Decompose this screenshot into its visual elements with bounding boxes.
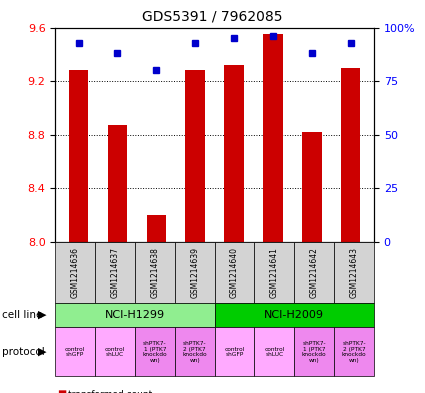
Text: shPTK7-
1 (PTK7
knockdo
wn): shPTK7- 1 (PTK7 knockdo wn) — [302, 341, 326, 363]
Text: NCI-H1299: NCI-H1299 — [105, 310, 165, 320]
Text: GSM1214640: GSM1214640 — [230, 247, 239, 298]
Text: protocol: protocol — [2, 347, 45, 357]
Text: shPTK7-
2 (PTK7
knockdo
wn): shPTK7- 2 (PTK7 knockdo wn) — [182, 341, 207, 363]
Text: GSM1214642: GSM1214642 — [310, 247, 319, 298]
Text: ▶: ▶ — [38, 310, 47, 320]
Text: shPTK7-
2 (PTK7
knockdo
wn): shPTK7- 2 (PTK7 knockdo wn) — [342, 341, 366, 363]
Text: control
shLUC: control shLUC — [264, 347, 284, 357]
Text: transformed count: transformed count — [68, 390, 152, 393]
Text: shPTK7-
1 (PTK7
knockdo
wn): shPTK7- 1 (PTK7 knockdo wn) — [142, 341, 167, 363]
Text: GSM1214639: GSM1214639 — [190, 247, 199, 298]
Text: GSM1214643: GSM1214643 — [350, 247, 359, 298]
Text: cell line: cell line — [2, 310, 42, 320]
Bar — [108, 125, 127, 242]
Text: control
shLUC: control shLUC — [105, 347, 125, 357]
Bar — [69, 70, 88, 242]
Bar — [185, 70, 205, 242]
Text: ▶: ▶ — [38, 347, 47, 357]
Bar — [302, 132, 322, 242]
Text: GSM1214638: GSM1214638 — [150, 247, 159, 298]
Text: GSM1214636: GSM1214636 — [71, 247, 79, 298]
Text: GSM1214641: GSM1214641 — [270, 247, 279, 298]
Bar — [341, 68, 360, 242]
Bar — [147, 215, 166, 242]
Text: GDS5391 / 7962085: GDS5391 / 7962085 — [142, 10, 283, 24]
Bar — [224, 65, 244, 242]
Text: GSM1214637: GSM1214637 — [110, 247, 119, 298]
Text: NCI-H2009: NCI-H2009 — [264, 310, 324, 320]
Text: control
shGFP: control shGFP — [224, 347, 245, 357]
Text: control
shGFP: control shGFP — [65, 347, 85, 357]
Text: ■: ■ — [57, 389, 67, 393]
Bar — [263, 34, 283, 242]
